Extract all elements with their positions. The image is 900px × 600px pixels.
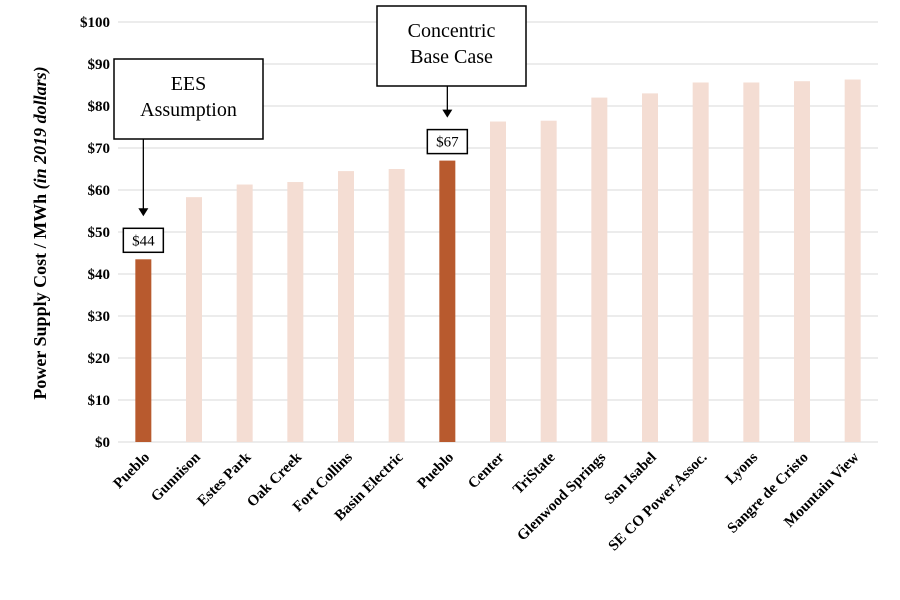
data-label: $44	[132, 233, 155, 249]
arrowhead	[138, 208, 149, 217]
callout-text: Concentric	[408, 20, 496, 42]
callout-box	[113, 58, 264, 140]
bars	[135, 79, 861, 443]
bar	[439, 160, 456, 442]
bar	[642, 93, 658, 443]
bar	[844, 79, 861, 442]
y-tick-label: $40	[88, 267, 111, 283]
bar	[388, 169, 405, 442]
bar	[490, 121, 506, 442]
bar	[135, 259, 152, 442]
bar	[743, 82, 760, 442]
y-tick-label: $90	[88, 57, 111, 73]
bar	[692, 82, 709, 442]
data-label-box	[426, 128, 469, 155]
x-tick-label: Pueblo	[111, 450, 154, 493]
y-axis-title: Power Supply Cost / MWh (in 2019 dollars…	[30, 66, 51, 399]
x-tick-label: Center	[465, 449, 508, 492]
x-tick-label: Pueblo	[415, 450, 458, 493]
data-label: $67	[436, 135, 459, 151]
callout-text: Assumption	[140, 99, 237, 121]
bar	[591, 97, 608, 442]
bar	[186, 197, 202, 442]
bar	[236, 184, 253, 443]
data-label-box	[122, 227, 165, 254]
x-tick-label: TriState	[510, 449, 558, 497]
y-tick-label: $60	[88, 183, 111, 199]
bar	[338, 171, 354, 442]
callout-text: Base Case	[410, 46, 493, 68]
y-tick-label: $50	[88, 225, 111, 241]
y-tick-label: $0	[95, 435, 110, 451]
annotations: $44 $67 EES Assumption Concentric Base Case	[113, 5, 527, 254]
callout-box	[376, 5, 527, 87]
bar	[287, 182, 304, 442]
y-tick-label: $70	[88, 141, 111, 157]
callout-text: EES	[171, 73, 207, 95]
x-tick-label: SE CO Power Assoc.	[606, 449, 711, 554]
y-axis-title-italic: (in 2019 dollars)	[30, 66, 51, 189]
x-tick-label: Glenwood Springs	[514, 449, 609, 544]
y-tick-label: $100	[80, 15, 110, 31]
arrowhead	[442, 109, 453, 118]
y-tick-label: $10	[88, 393, 111, 409]
y-tick-label: $30	[88, 309, 111, 325]
y-axis-title-main: Power Supply Cost / MWh	[30, 189, 50, 399]
bar	[540, 120, 557, 442]
y-tick-label: $80	[88, 99, 111, 115]
y-axis-ticks: $0 $10 $20 $30 $40 $50 $60 $70 $80 $90 $100	[80, 15, 110, 451]
y-tick-label: $20	[88, 351, 111, 367]
bar	[794, 81, 810, 442]
x-tick-label: Lyons	[723, 449, 762, 488]
